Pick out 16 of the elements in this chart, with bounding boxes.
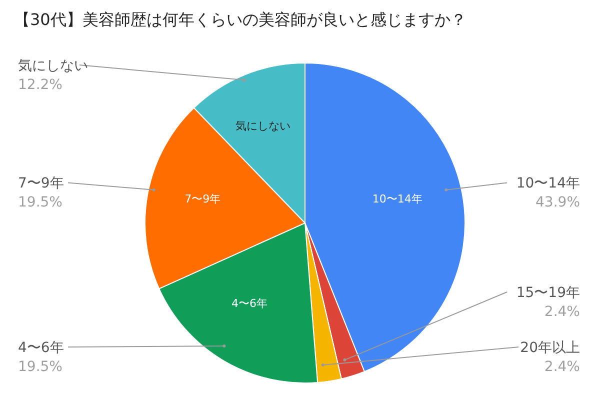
data-label: 19.5% — [18, 194, 62, 211]
chart-title: 【30代】美容師歴は何年くらいの美容師が良いと感じますか？ — [14, 10, 466, 31]
slice-label: 4〜6年 — [18, 340, 64, 356]
data-label: 2.4% — [544, 359, 580, 375]
data-label: 19.5% — [18, 359, 62, 375]
data-label: 2.4% — [544, 304, 580, 320]
slice-label: 15〜19年 — [516, 285, 580, 301]
slice-label: 10〜14年 — [372, 192, 422, 206]
data-label: 43.9% — [536, 194, 580, 211]
slice-label: 20年以上 — [520, 340, 580, 356]
data-label: 12.2% — [18, 77, 62, 93]
slice-label: 4〜6年 — [231, 296, 268, 310]
slice-label: 10〜14年 — [516, 176, 580, 192]
slice-label: 気にしない — [235, 120, 290, 133]
slice-label: 7〜9年 — [184, 192, 221, 206]
slice-label: 7〜9年 — [18, 176, 64, 192]
